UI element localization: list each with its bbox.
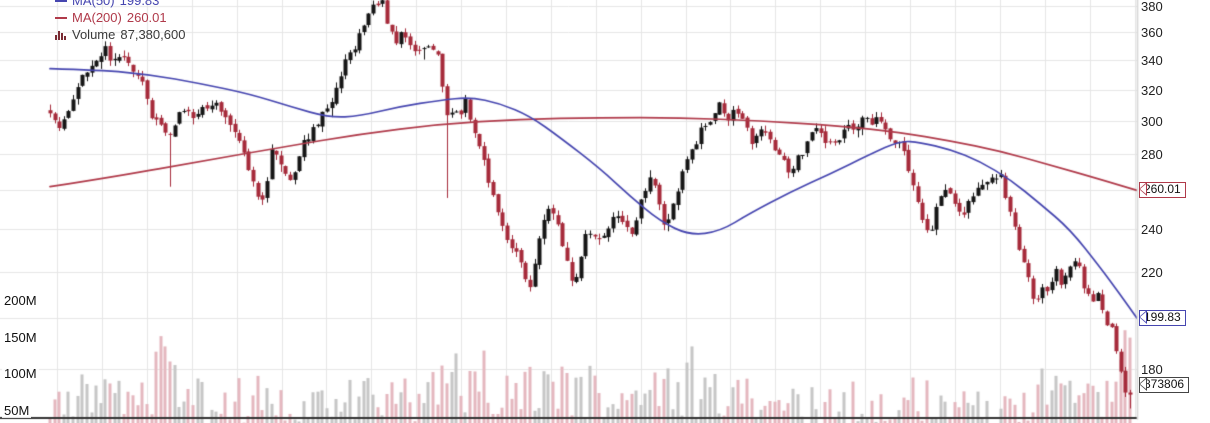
price-tick-label: 340 — [1141, 53, 1163, 69]
price-tick-label: 240 — [1141, 222, 1163, 238]
price-tick-label: 380 — [1141, 0, 1163, 14]
price-tick-label: 300 — [1141, 113, 1163, 129]
price-tick-label: 180 — [1141, 362, 1163, 378]
price-tick-label: 220 — [1141, 264, 1163, 280]
legend-volume-row: Volume 87,380,600 — [55, 26, 185, 43]
ma200-last-value-marker: 260.01 — [1138, 182, 1186, 198]
volume-tick-label: 200M — [2, 292, 39, 308]
price-tick-label: 360 — [1141, 25, 1163, 41]
chart-legend: MA(50) 199.83 MA(200) 260.01 Volume 87,3… — [55, 0, 185, 43]
volume-tick-label: 50M — [2, 403, 32, 419]
ma50-line-swatch — [55, 0, 67, 2]
volume-last-value-marker: 873806 — [1139, 377, 1190, 393]
volume-bars-icon — [55, 30, 66, 40]
legend-ma50-row: MA(50) 199.83 — [55, 0, 185, 9]
legend-ma200-label: MA(200) — [72, 10, 122, 25]
ma200-line-swatch — [55, 16, 67, 19]
price-tick-label: 280 — [1141, 147, 1163, 163]
legend-ma50-label: MA(50) — [72, 0, 115, 8]
legend-ma200-row: MA(200) 260.01 — [55, 9, 185, 26]
ma50-last-value-marker: 199.83 — [1138, 310, 1186, 326]
legend-volume-label: Volume — [72, 27, 116, 42]
volume-tick-label: 150M — [2, 329, 39, 345]
legend-ma50-value: 199.83 — [119, 0, 160, 8]
volume-tick-label: 100M — [2, 366, 39, 382]
legend-volume-value: 87,380,600 — [120, 27, 186, 42]
price-tick-label: 320 — [1141, 82, 1163, 98]
legend-ma200-value: 260.01 — [126, 10, 167, 25]
